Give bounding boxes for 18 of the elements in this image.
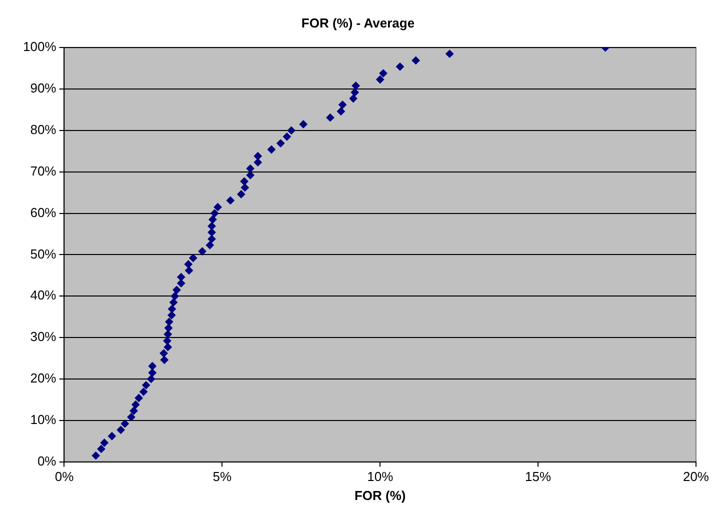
chart-title: FOR (%) - Average <box>301 15 415 30</box>
y-tick-label: 50% <box>30 246 57 262</box>
y-tick-label: 0% <box>37 453 57 468</box>
x-tick-label: 20% <box>682 469 710 484</box>
y-tick-label: 60% <box>30 204 57 220</box>
y-tick-label: 10% <box>30 412 57 427</box>
x-tick-label: 0% <box>54 469 74 484</box>
y-tick-label: 20% <box>30 370 57 386</box>
y-tick-label: 100% <box>23 39 57 54</box>
y-tick-label: 30% <box>30 329 57 344</box>
x-tick-label: 5% <box>212 469 232 484</box>
x-axis-title: FOR (%) <box>354 488 406 503</box>
y-tick-label: 90% <box>30 80 57 96</box>
x-tick-label: 15% <box>525 469 552 484</box>
y-tick-label: 70% <box>30 163 57 178</box>
x-tick-label: 10% <box>367 469 394 484</box>
y-tick-label: 80% <box>30 122 57 138</box>
y-tick-label: 40% <box>30 288 57 303</box>
